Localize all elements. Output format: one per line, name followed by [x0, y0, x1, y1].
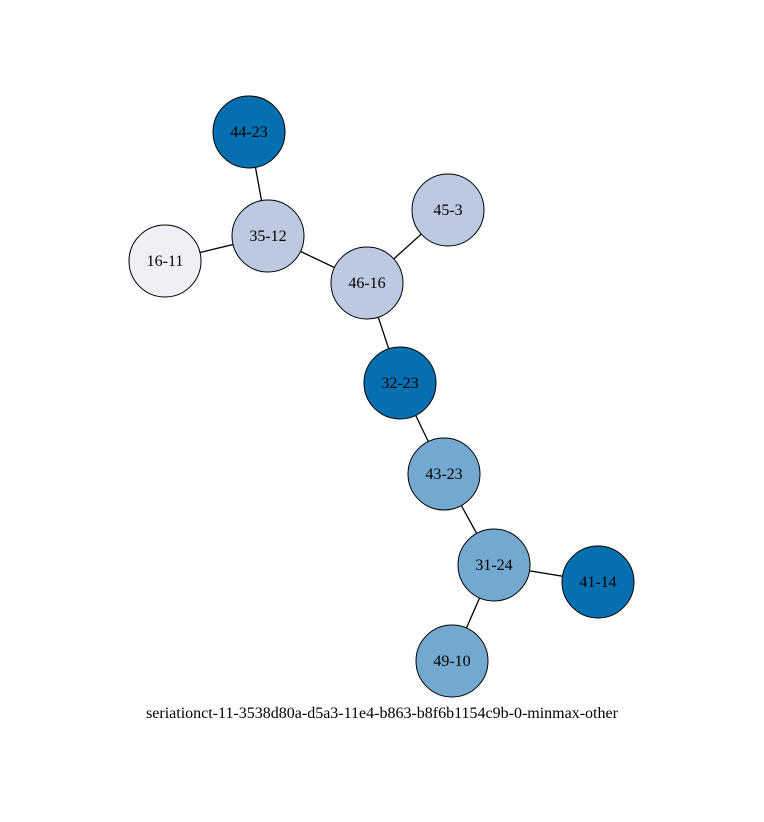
node-35-12: 35-12	[231, 199, 305, 273]
node-circle	[411, 173, 485, 247]
node-label: 46-16	[348, 275, 385, 292]
node-49-10: 49-10	[415, 624, 489, 698]
node-label: 45-3	[433, 202, 462, 219]
node-circle	[330, 246, 404, 320]
node-label: 32-23	[381, 375, 418, 392]
graph-caption: seriationct-11-3538d80a-d5a3-11e4-b863-b…	[146, 705, 619, 722]
node-label: 16-11	[147, 253, 184, 270]
node-45-3: 45-3	[411, 173, 485, 247]
node-circle	[457, 528, 531, 602]
node-16-11: 16-11	[128, 224, 202, 298]
node-circle	[128, 224, 202, 298]
node-circle	[407, 437, 481, 511]
node-circle	[415, 624, 489, 698]
node-label: 41-14	[579, 574, 616, 591]
node-label: 43-23	[425, 466, 462, 483]
node-31-24: 31-24	[457, 528, 531, 602]
node-43-23: 43-23	[407, 437, 481, 511]
nodes-layer: 44-23 35-12 16-11 45-3 46-16 32-23 43-23 31-24 4…	[128, 95, 635, 698]
node-circle	[212, 95, 286, 169]
node-41-14: 41-14	[561, 545, 635, 619]
node-label: 35-12	[249, 228, 286, 245]
node-label: 31-24	[475, 557, 512, 574]
node-label: 49-10	[433, 653, 470, 670]
node-32-23: 32-23	[363, 346, 437, 420]
node-46-16: 46-16	[330, 246, 404, 320]
node-circle	[363, 346, 437, 420]
node-44-23: 44-23	[212, 95, 286, 169]
node-circle	[561, 545, 635, 619]
node-circle	[231, 199, 305, 273]
node-label: 44-23	[230, 124, 267, 141]
